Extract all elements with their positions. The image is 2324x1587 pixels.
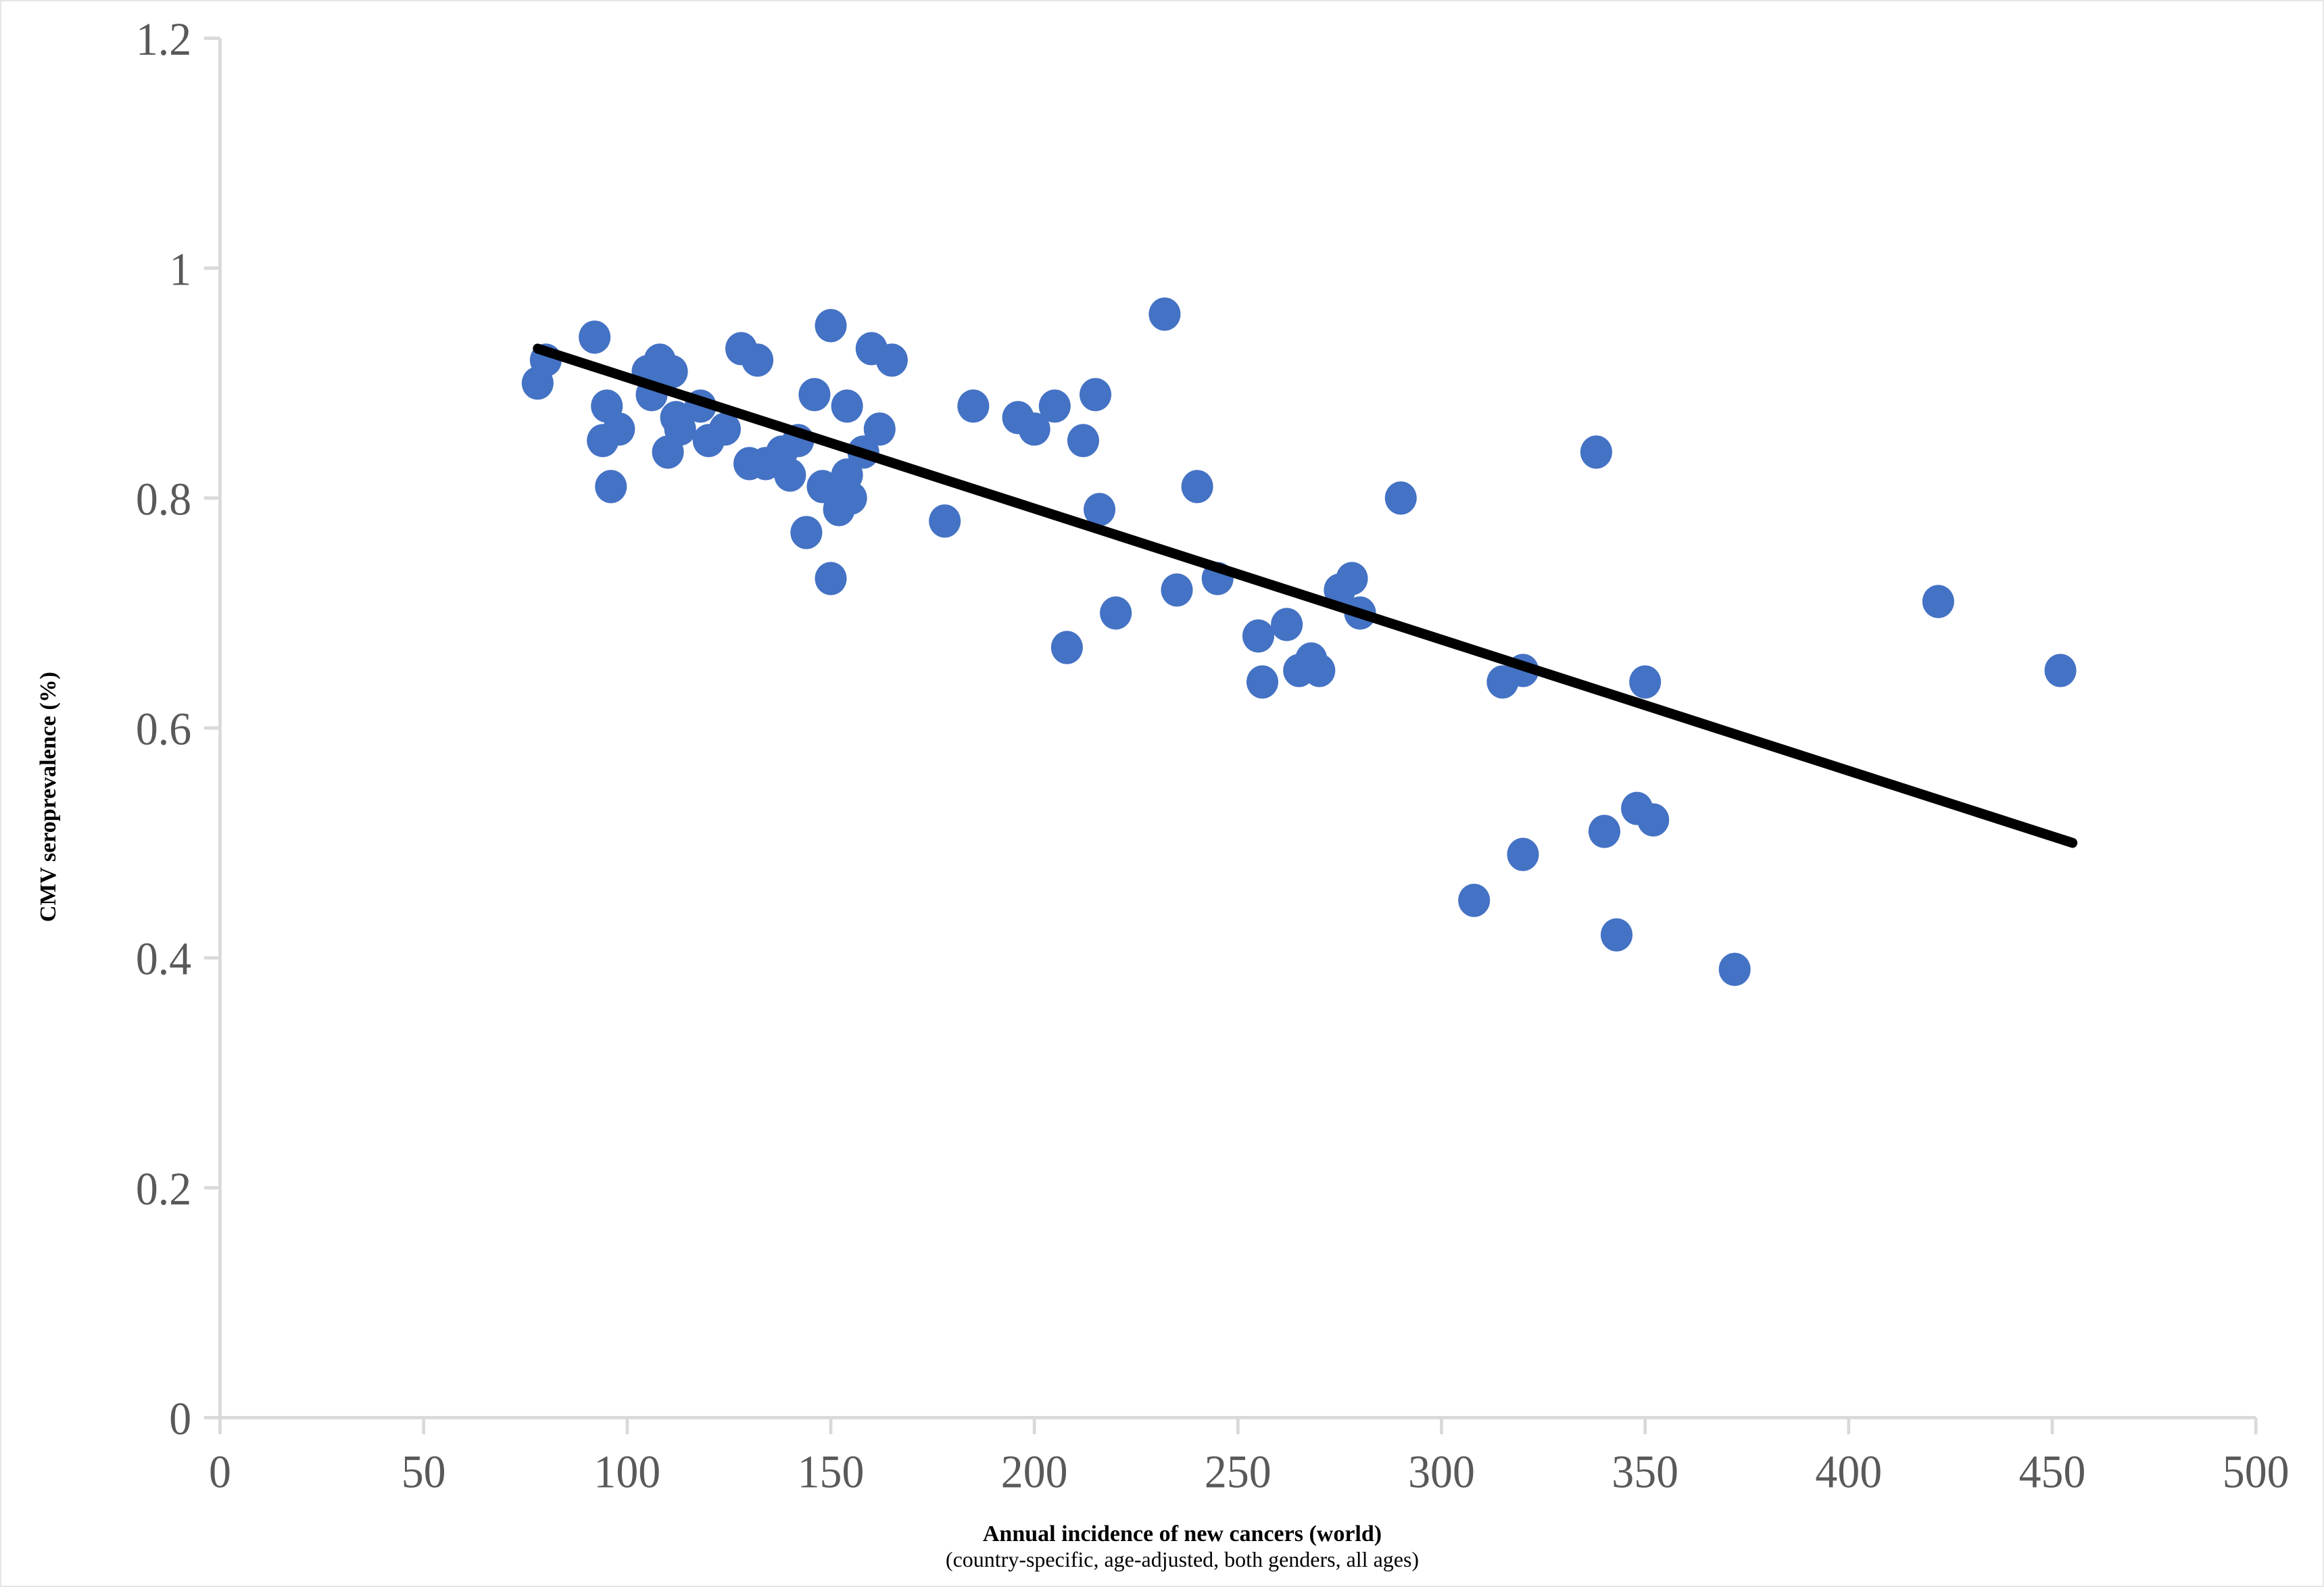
x-axis-title: Annual incidence of new cancers (world): [69, 1521, 2296, 1547]
svg-text:500: 500: [2223, 1446, 2290, 1498]
scatter-plot: 0 50 100 150 200 250 300 350 400 450 500 0 0.2 0.4 0.6…: [69, 22, 2296, 1517]
chart-body: CMV seroprevalence (%) 0 50 100 150 200 250 30…: [28, 22, 2296, 1572]
svg-text:350: 350: [1612, 1446, 1678, 1498]
svg-text:450: 450: [2019, 1446, 2086, 1498]
svg-text:50: 50: [402, 1446, 446, 1498]
svg-text:0: 0: [169, 1393, 191, 1445]
y-axis-label-wrap: CMV seroprevalence (%): [28, 22, 69, 1572]
plot-area: 0 50 100 150 200 250 300 350 400 450 500 0 0.2 0.4 0.6…: [69, 22, 2296, 1517]
svg-text:400: 400: [1815, 1446, 1882, 1498]
svg-text:250: 250: [1205, 1446, 1272, 1498]
plot-column: 0 50 100 150 200 250 300 350 400 450 500 0 0.2 0.4 0.6…: [69, 22, 2296, 1572]
x-axis-subtitle: (country-specific, age-adjusted, both ge…: [69, 1547, 2296, 1572]
svg-text:1: 1: [169, 243, 191, 295]
y-axis-label: CMV seroprevalence (%): [36, 672, 62, 922]
svg-text:0.2: 0.2: [136, 1163, 191, 1215]
svg-text:200: 200: [1001, 1446, 1068, 1498]
chart-container: CMV seroprevalence (%) 0 50 100 150 200 250 30…: [0, 0, 2324, 1587]
svg-text:100: 100: [594, 1446, 660, 1498]
svg-text:0.4: 0.4: [136, 933, 191, 985]
x-axis-labels: Annual incidence of new cancers (world) …: [69, 1521, 2296, 1572]
svg-text:0.8: 0.8: [136, 473, 191, 525]
svg-text:150: 150: [798, 1446, 865, 1498]
svg-text:300: 300: [1408, 1446, 1475, 1498]
svg-text:0.6: 0.6: [136, 703, 191, 755]
svg-text:0: 0: [209, 1446, 231, 1498]
svg-text:1.2: 1.2: [136, 22, 191, 66]
